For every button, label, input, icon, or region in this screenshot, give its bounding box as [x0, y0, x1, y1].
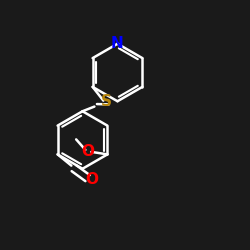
Text: S: S: [101, 94, 112, 110]
Text: O: O: [85, 172, 98, 187]
Text: N: N: [111, 36, 124, 51]
Text: O: O: [81, 144, 94, 160]
